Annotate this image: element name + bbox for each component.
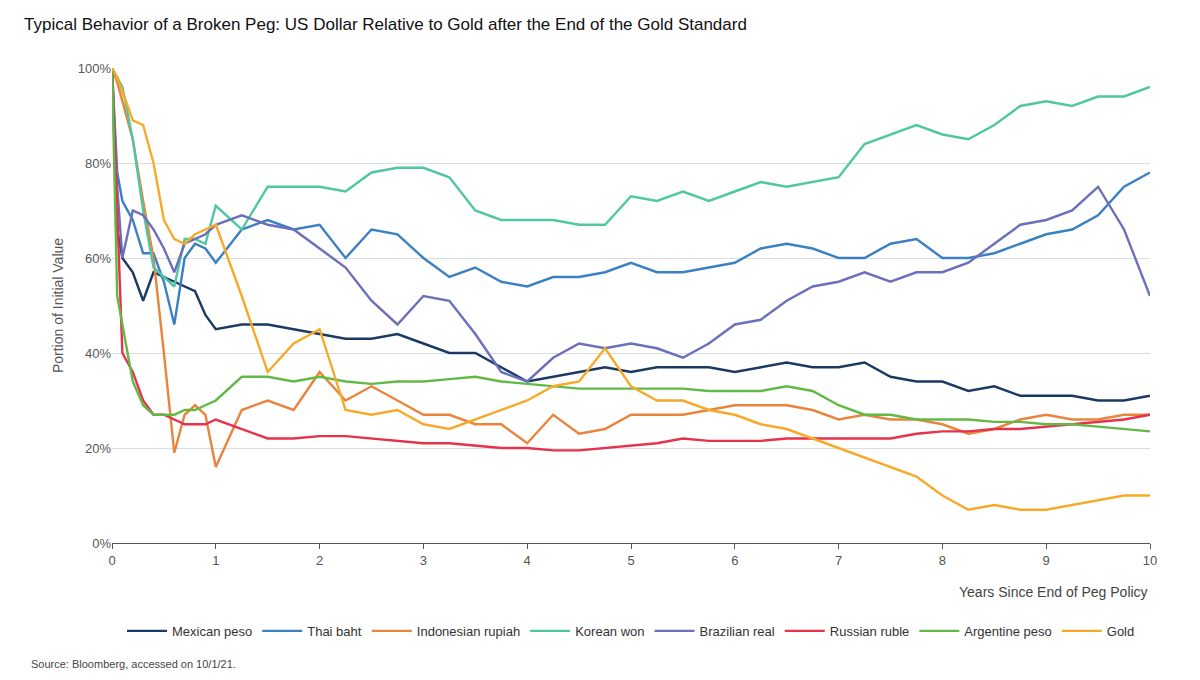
svg-text:100%: 100% — [78, 61, 112, 76]
svg-text:Korean won: Korean won — [575, 624, 644, 639]
svg-text:9: 9 — [1043, 553, 1050, 568]
svg-text:80%: 80% — [85, 156, 111, 171]
svg-text:1: 1 — [212, 553, 219, 568]
svg-text:5: 5 — [627, 553, 634, 568]
svg-text:60%: 60% — [85, 251, 111, 266]
svg-text:0%: 0% — [92, 536, 111, 551]
svg-text:Gold: Gold — [1107, 624, 1134, 639]
svg-text:Mexican peso: Mexican peso — [172, 624, 252, 639]
svg-text:Typical Behavior of a Broken P: Typical Behavior of a Broken Peg: US Dol… — [24, 15, 747, 34]
svg-text:40%: 40% — [85, 346, 111, 361]
svg-text:Indonesian rupiah: Indonesian rupiah — [417, 624, 520, 639]
svg-text:4: 4 — [524, 553, 531, 568]
svg-text:Thai baht: Thai baht — [307, 624, 362, 639]
svg-text:6: 6 — [731, 553, 738, 568]
svg-text:10: 10 — [1143, 553, 1157, 568]
svg-text:Years Since End of Peg Policy: Years Since End of Peg Policy — [959, 584, 1148, 600]
svg-text:Source: Bloomberg, accessed on: Source: Bloomberg, accessed on 10/1/21. — [31, 658, 236, 670]
svg-text:7: 7 — [835, 553, 842, 568]
svg-text:Argentine peso: Argentine peso — [964, 624, 1051, 639]
svg-text:20%: 20% — [85, 441, 111, 456]
svg-text:2: 2 — [316, 553, 323, 568]
svg-text:8: 8 — [939, 553, 946, 568]
svg-text:3: 3 — [420, 553, 427, 568]
svg-text:Russian ruble: Russian ruble — [830, 624, 910, 639]
svg-text:Portion of Initial Value: Portion of Initial Value — [50, 238, 66, 373]
svg-text:Brazilian real: Brazilian real — [700, 624, 775, 639]
svg-text:0: 0 — [108, 553, 115, 568]
